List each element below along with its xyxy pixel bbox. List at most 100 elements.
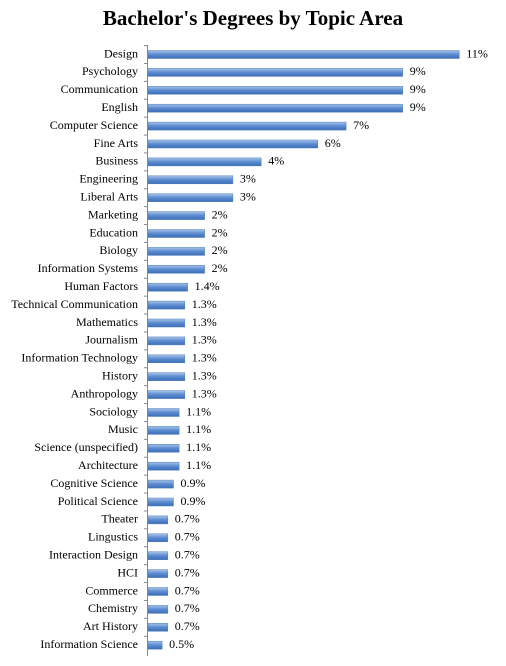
value-label: 0.7% <box>175 583 200 597</box>
bar <box>147 605 169 614</box>
value-label: 1.3% <box>192 386 217 400</box>
bar <box>147 157 262 167</box>
bar <box>147 569 169 578</box>
value-label: 11% <box>466 46 488 60</box>
bar <box>147 229 205 238</box>
value-label: 1.3% <box>192 351 217 365</box>
y-tick-label: Marketing <box>88 207 138 221</box>
bar <box>147 623 169 632</box>
value-label: 2% <box>212 207 228 221</box>
y-tick-label: Human Factors <box>64 279 138 293</box>
value-label: 1.3% <box>192 315 217 329</box>
y-tick-label: Anthropology <box>71 386 138 400</box>
y-tick-label: Information Technology <box>21 351 138 365</box>
y-tick-label: Technical Communication <box>11 297 138 311</box>
y-tick-label: Science (unspecified) <box>34 440 138 454</box>
y-tick-label: Commerce <box>85 583 138 597</box>
bar <box>147 551 169 560</box>
value-label: 2% <box>212 225 228 239</box>
y-tick-label: Lingustics <box>88 530 138 544</box>
value-label: 6% <box>325 136 341 150</box>
value-label: 0.7% <box>175 601 200 615</box>
bar <box>147 336 186 346</box>
bar <box>147 640 163 650</box>
y-tick-label: Information Systems <box>38 261 139 275</box>
value-label: 0.5% <box>169 637 194 651</box>
value-label: 1.1% <box>186 404 211 418</box>
bar <box>147 103 403 113</box>
y-tick-label: Political Science <box>58 494 138 508</box>
value-label: 0.7% <box>175 565 200 579</box>
y-tick-label: Education <box>89 225 138 239</box>
value-label: 3% <box>240 172 256 186</box>
bar <box>147 533 169 543</box>
y-tick-label: Design <box>104 46 138 60</box>
value-label: 1.3% <box>192 333 217 347</box>
bar <box>147 50 460 59</box>
bar <box>147 121 347 131</box>
value-label: 1.1% <box>186 422 211 436</box>
y-tick-label: Engineering <box>79 172 138 186</box>
value-label: 1.1% <box>186 440 211 454</box>
y-tick-label: Business <box>95 154 138 168</box>
bar <box>147 354 186 364</box>
bar <box>147 318 186 328</box>
y-tick-label: Interaction Design <box>49 547 138 561</box>
value-label: 0.7% <box>175 547 200 561</box>
bar <box>147 444 180 453</box>
bar <box>147 587 169 596</box>
bar <box>147 139 319 149</box>
value-label: 0.7% <box>175 530 200 544</box>
y-tick-label: Architecture <box>78 458 138 472</box>
bar <box>147 193 234 202</box>
y-tick-label: HCI <box>117 565 138 579</box>
y-tick-label: History <box>102 368 138 382</box>
bar <box>147 265 205 274</box>
value-label: 9% <box>410 82 426 96</box>
y-tick-label: Mathematics <box>76 315 138 329</box>
y-tick-label: Psychology <box>82 64 138 78</box>
bar <box>147 372 186 381</box>
bar <box>147 408 180 417</box>
value-label: 1.4% <box>195 279 220 293</box>
y-tick-label: Cognitive Science <box>50 476 138 490</box>
bar <box>147 247 205 256</box>
value-label: 4% <box>268 154 284 168</box>
bar <box>147 390 186 399</box>
bar <box>147 211 205 220</box>
value-label: 0.7% <box>175 512 200 526</box>
value-label: 0.7% <box>175 619 200 633</box>
y-tick-label: Journalism <box>85 333 138 347</box>
value-label: 1.3% <box>192 368 217 382</box>
y-tick-label: Communication <box>61 82 138 96</box>
bar <box>147 68 403 77</box>
bar <box>147 282 188 292</box>
value-label: 0.9% <box>180 476 205 490</box>
bar <box>147 461 180 471</box>
bar <box>147 515 169 525</box>
value-label: 2% <box>212 243 228 257</box>
y-tick-label: Fine Arts <box>94 136 139 150</box>
bar <box>147 300 186 310</box>
y-tick-label: Liberal Arts <box>80 189 138 203</box>
value-label: 1.1% <box>186 458 211 472</box>
y-tick-label: Information Science <box>40 637 138 651</box>
bar <box>147 86 403 95</box>
y-tick-label: Biology <box>99 243 138 257</box>
y-tick-label: Sociology <box>89 404 138 418</box>
value-label: 9% <box>410 64 426 78</box>
bar <box>147 175 234 185</box>
bar <box>147 497 174 507</box>
y-tick-label: Art History <box>83 619 138 633</box>
value-label: 7% <box>353 118 369 132</box>
y-tick-label: Theater <box>101 512 138 526</box>
y-tick-label: Computer Science <box>50 118 138 132</box>
value-label: 2% <box>212 261 228 275</box>
value-label: 3% <box>240 189 256 203</box>
value-label: 0.9% <box>180 494 205 508</box>
bar <box>147 426 180 435</box>
value-label: 1.3% <box>192 297 217 311</box>
chart-title: Bachelor's Degrees by Topic Area <box>103 6 404 30</box>
y-tick-label: Chemistry <box>88 601 138 615</box>
